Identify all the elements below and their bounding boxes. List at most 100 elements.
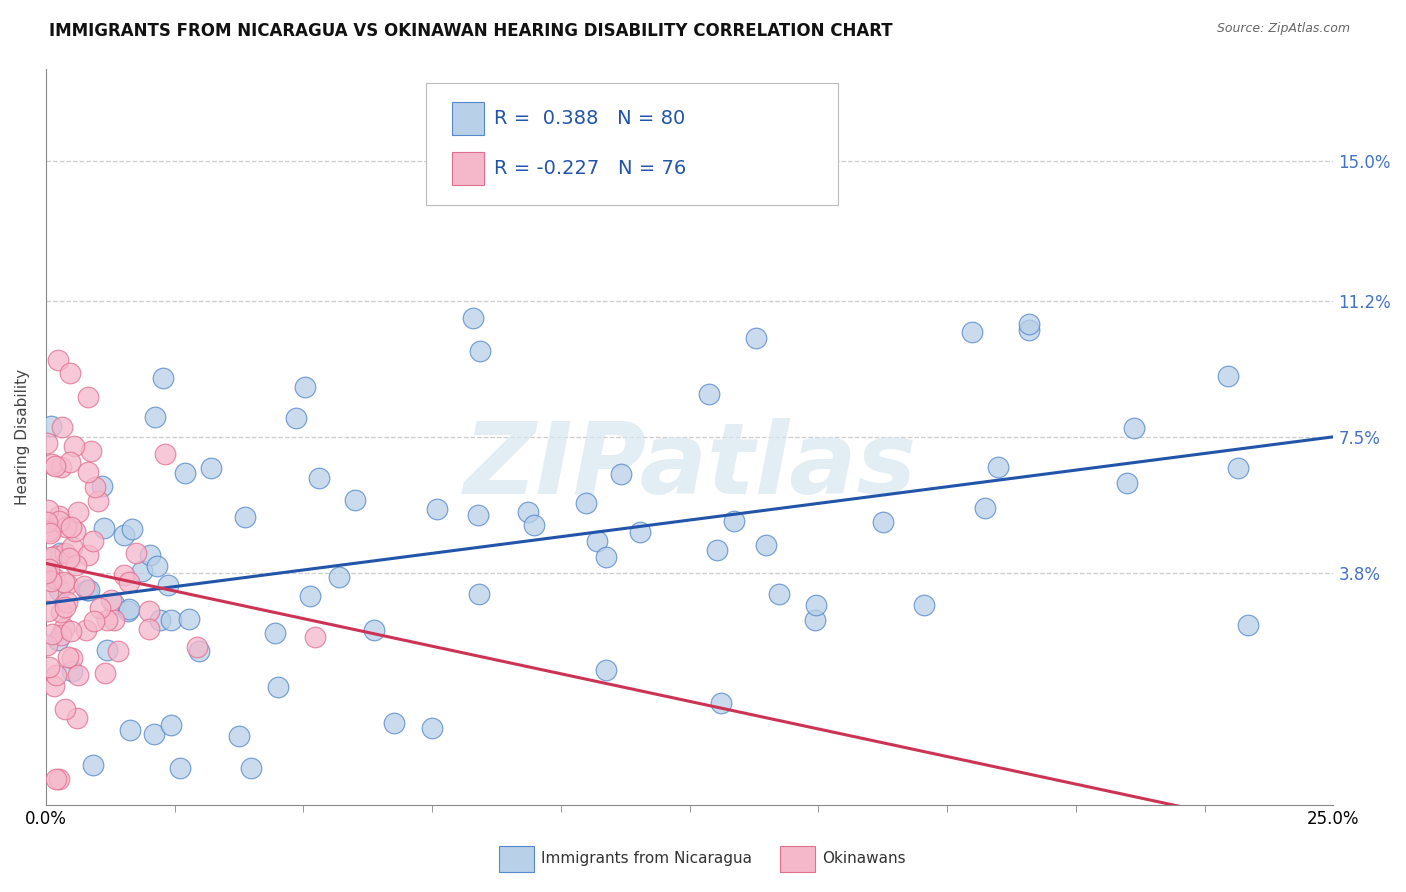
Point bbox=[155, 447, 177, 461]
Point bbox=[66, 667, 89, 681]
Point bbox=[46, 633, 69, 648]
Point bbox=[1216, 369, 1239, 384]
Point bbox=[138, 622, 160, 636]
Point bbox=[48, 583, 70, 598]
Point bbox=[169, 761, 191, 775]
Point bbox=[200, 460, 222, 475]
Point bbox=[1227, 460, 1250, 475]
Point bbox=[49, 627, 72, 641]
Point bbox=[145, 559, 167, 574]
Point bbox=[294, 380, 316, 394]
Text: Okinawans: Okinawans bbox=[823, 852, 905, 866]
Point bbox=[53, 621, 76, 635]
Point bbox=[586, 533, 609, 548]
Point bbox=[42, 679, 65, 693]
Point bbox=[66, 711, 89, 725]
Point bbox=[143, 409, 166, 424]
Point bbox=[188, 643, 211, 657]
Point bbox=[973, 500, 995, 515]
Point bbox=[59, 366, 82, 380]
Point bbox=[363, 623, 385, 637]
Point bbox=[45, 772, 67, 787]
Point bbox=[83, 614, 105, 628]
Point bbox=[59, 520, 82, 534]
Point bbox=[118, 574, 141, 589]
Point bbox=[872, 515, 894, 529]
Point bbox=[112, 567, 135, 582]
Point bbox=[118, 602, 141, 616]
Point bbox=[804, 613, 827, 627]
Point bbox=[595, 550, 617, 565]
Point bbox=[37, 524, 59, 538]
Point bbox=[60, 624, 83, 638]
Point bbox=[44, 459, 66, 474]
Point bbox=[986, 460, 1008, 475]
Point bbox=[285, 411, 308, 425]
Point bbox=[49, 605, 72, 619]
Point bbox=[73, 578, 96, 592]
Point bbox=[118, 723, 141, 738]
Point bbox=[94, 666, 117, 681]
Point bbox=[35, 515, 58, 529]
Point bbox=[48, 508, 70, 523]
Bar bbox=[451, 102, 484, 135]
Point bbox=[628, 524, 651, 539]
Point bbox=[179, 612, 201, 626]
Point bbox=[91, 479, 114, 493]
Point bbox=[461, 310, 484, 325]
Point bbox=[125, 546, 148, 560]
FancyBboxPatch shape bbox=[426, 83, 838, 205]
Point bbox=[298, 589, 321, 603]
Point bbox=[66, 505, 89, 519]
Point bbox=[55, 519, 77, 533]
Point bbox=[143, 727, 166, 741]
Point bbox=[100, 593, 122, 607]
Point bbox=[114, 528, 136, 542]
Point bbox=[93, 521, 115, 535]
Point bbox=[117, 604, 139, 618]
Point bbox=[77, 582, 100, 597]
Point bbox=[1018, 324, 1040, 338]
Point bbox=[48, 515, 70, 529]
Point bbox=[41, 626, 63, 640]
Point bbox=[960, 325, 983, 339]
Point bbox=[52, 574, 75, 589]
Point bbox=[768, 587, 790, 601]
Point bbox=[382, 716, 405, 731]
Point bbox=[60, 664, 83, 678]
Point bbox=[328, 570, 350, 584]
Point bbox=[89, 600, 111, 615]
Point bbox=[149, 613, 172, 627]
Point bbox=[186, 640, 208, 654]
Point bbox=[1236, 618, 1258, 632]
Point bbox=[46, 353, 69, 368]
Point bbox=[39, 526, 62, 541]
Point bbox=[174, 466, 197, 480]
Point bbox=[308, 470, 330, 484]
Point bbox=[39, 418, 62, 433]
Point bbox=[426, 501, 449, 516]
Y-axis label: Hearing Disability: Hearing Disability bbox=[15, 368, 30, 505]
Point bbox=[264, 626, 287, 640]
Point bbox=[39, 574, 62, 589]
Point bbox=[87, 493, 110, 508]
Point bbox=[37, 604, 59, 618]
Point bbox=[37, 638, 59, 652]
Point bbox=[35, 566, 58, 581]
Point bbox=[56, 577, 79, 591]
Text: R =  0.388   N = 80: R = 0.388 N = 80 bbox=[494, 109, 685, 128]
Point bbox=[1115, 476, 1137, 491]
Point bbox=[77, 548, 100, 562]
Point bbox=[160, 718, 183, 732]
Point bbox=[344, 493, 367, 508]
Point bbox=[420, 721, 443, 735]
Point bbox=[467, 508, 489, 522]
Point bbox=[139, 548, 162, 562]
Point bbox=[706, 542, 728, 557]
Point bbox=[228, 730, 250, 744]
Point bbox=[103, 597, 125, 611]
Point bbox=[39, 524, 62, 538]
Point bbox=[121, 522, 143, 536]
Point bbox=[59, 455, 82, 469]
Point bbox=[76, 465, 98, 479]
